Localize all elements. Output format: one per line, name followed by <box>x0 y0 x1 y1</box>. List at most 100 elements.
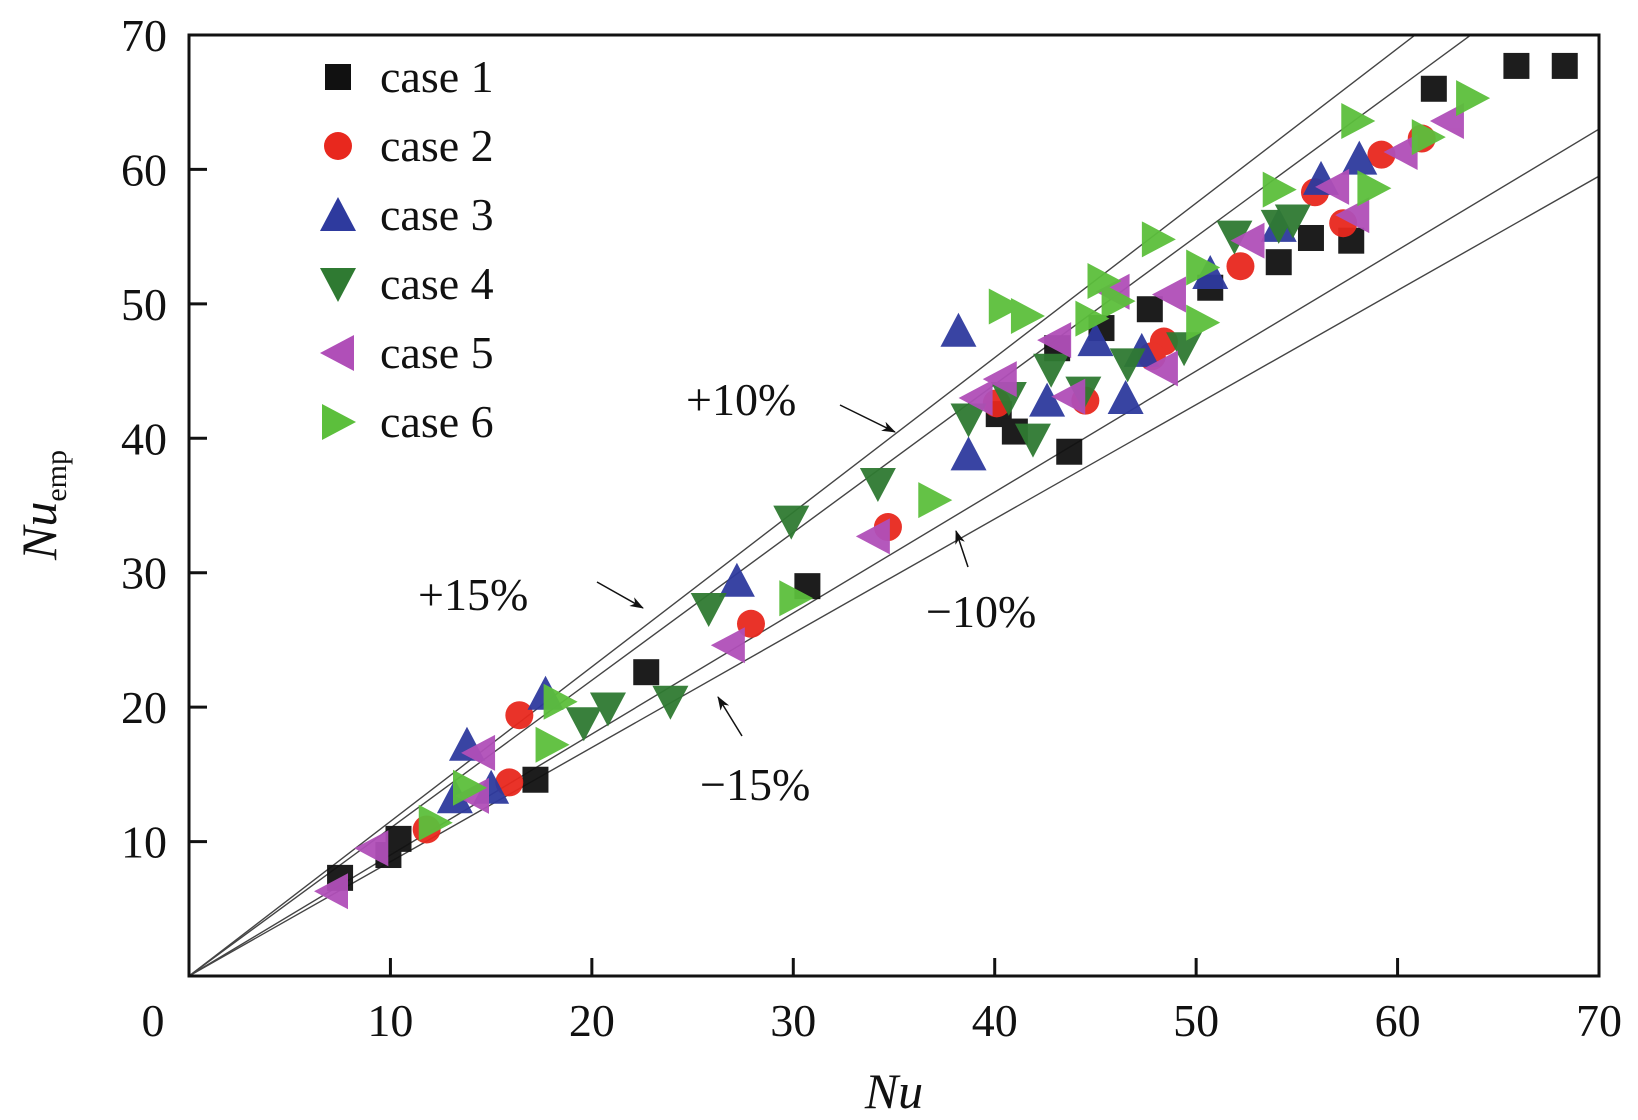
data-point <box>495 768 524 797</box>
data-point <box>1010 297 1045 334</box>
data-point <box>543 683 578 720</box>
data-point <box>1315 168 1350 205</box>
y-axis-title: Nuemp <box>11 450 73 561</box>
y-tick-label: 20 <box>121 682 167 733</box>
data-point <box>1297 224 1324 251</box>
x-tick-label: 10 <box>367 995 413 1046</box>
data-point <box>633 659 660 686</box>
data-point <box>1383 133 1418 170</box>
legend-item: case 5 <box>320 327 494 378</box>
y-tick-label: 60 <box>121 144 167 195</box>
data-point <box>1262 171 1297 208</box>
legend-item: case 2 <box>324 120 494 171</box>
legend-item: case 6 <box>322 396 494 447</box>
data-point <box>354 830 389 867</box>
data-point <box>505 701 534 730</box>
axis-ticks: 0 10 20 30 40 50 60 70 10 20 30 40 50 60 70 <box>121 10 1622 1046</box>
data-point <box>990 381 1027 416</box>
y-tick-label: 40 <box>121 413 167 464</box>
x-tick-label: 30 <box>770 995 816 1046</box>
data-point <box>589 692 626 727</box>
legend-label: case 6 <box>380 396 494 447</box>
legend-label: case 1 <box>380 51 494 102</box>
data-point <box>1136 296 1163 323</box>
legend-label: case 2 <box>380 120 494 171</box>
series-1 <box>327 52 1578 891</box>
data-point <box>1357 170 1392 207</box>
data-point <box>565 707 602 742</box>
data-point <box>452 769 487 806</box>
data-point <box>859 467 896 502</box>
data-point <box>1551 52 1578 79</box>
legend-item: case 3 <box>320 189 494 240</box>
data-point <box>918 482 953 519</box>
svg-text:Nuemp: Nuemp <box>11 450 73 561</box>
data-point <box>1429 103 1464 140</box>
data-point <box>1141 221 1176 258</box>
x-axis-title: Nu <box>864 1063 923 1119</box>
x-tick-label: 60 <box>1375 995 1421 1046</box>
data-point <box>1503 52 1530 79</box>
data-point <box>1075 300 1110 337</box>
annotation-label: −15% <box>700 759 810 810</box>
annotation-label: +15% <box>418 569 528 620</box>
legend-label: case 3 <box>380 189 494 240</box>
legend-item: case 1 <box>325 51 494 102</box>
reference-line <box>189 35 1473 976</box>
data-point <box>1335 197 1370 234</box>
annotations: +10% +15% −10% −15% <box>418 374 1036 810</box>
series-6 <box>418 80 1491 841</box>
annotation-arrow <box>839 404 896 433</box>
data-point <box>1420 75 1447 102</box>
data-point <box>1087 263 1122 300</box>
data-point <box>1411 119 1446 156</box>
data-point <box>1033 353 1070 388</box>
data-point <box>1265 249 1292 276</box>
x-tick-label: 0 <box>142 995 165 1046</box>
annotation-arrow <box>717 696 743 737</box>
legend-marker <box>322 404 356 440</box>
data-point <box>1341 140 1378 175</box>
x-tick-label: 70 <box>1576 995 1622 1046</box>
data-point <box>988 288 1023 325</box>
data-point <box>1151 276 1186 313</box>
annotation-label: −10% <box>926 586 1036 637</box>
data-point <box>1230 222 1265 259</box>
annotation-arrow <box>596 581 644 609</box>
data-point <box>1014 423 1051 458</box>
data-point <box>950 403 987 438</box>
legend-label: case 4 <box>380 258 494 309</box>
data-point <box>461 734 496 771</box>
y-tick-label: 70 <box>121 10 167 61</box>
series-5 <box>314 103 1464 910</box>
legend: case 1 case 2 case 3 case 4 case 5 case 6 <box>320 51 494 447</box>
legend-label: case 5 <box>380 327 494 378</box>
data-point <box>1341 103 1376 140</box>
data-point <box>1166 332 1203 367</box>
data-point <box>522 766 549 793</box>
y-tick-label: 30 <box>121 548 167 599</box>
reference-line <box>189 35 1417 976</box>
data-point <box>773 505 810 540</box>
data-point <box>855 518 890 555</box>
data-point <box>1367 140 1396 169</box>
annotation-label: +10% <box>686 374 796 425</box>
data-point <box>718 562 755 597</box>
data-point <box>1216 220 1253 255</box>
y-tick-label: 10 <box>121 817 167 868</box>
data-point <box>1029 382 1066 417</box>
legend-marker <box>325 64 351 90</box>
data-point <box>1037 322 1072 359</box>
annotation-arrow <box>955 530 969 568</box>
data-point <box>1107 379 1144 414</box>
legend-marker <box>324 132 352 160</box>
data-point <box>1101 283 1136 320</box>
x-tick-label: 50 <box>1173 995 1219 1046</box>
x-tick-label: 40 <box>972 995 1018 1046</box>
x-tick-label: 20 <box>569 995 615 1046</box>
data-point <box>1056 438 1083 465</box>
data-point <box>1143 350 1178 387</box>
data-point <box>690 593 727 628</box>
data-point <box>779 580 814 617</box>
